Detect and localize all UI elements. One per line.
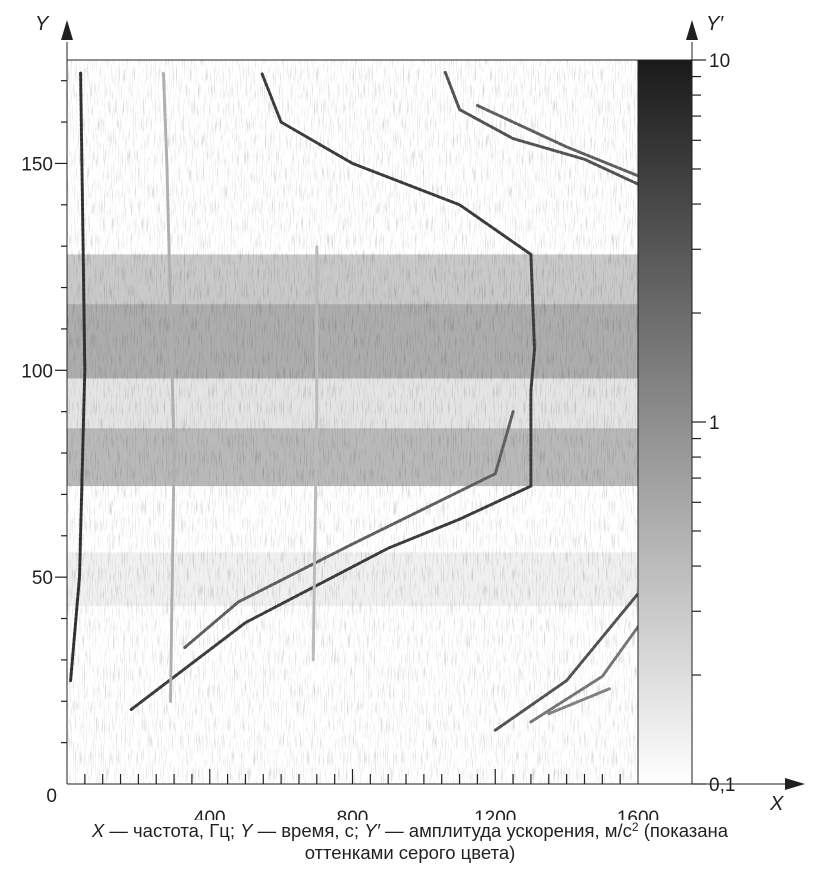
colorbar-tick-label: 0,1 <box>709 775 735 796</box>
colorbar-axis-arrow <box>686 20 698 40</box>
caption-x-text: — частота, Гц; <box>104 820 241 841</box>
caption-y-symbol: Y <box>240 820 253 841</box>
caption-y-text: — время, с; <box>252 820 365 841</box>
harmonic-curve-0 <box>129 70 537 711</box>
spectrogram-svg: 0 400 800 1200 1600 50 100 150 0,1 1 10 Y Y′ X <box>21 13 805 820</box>
colorbar-axis-name: Y′ <box>706 13 724 35</box>
x-tick-label: 800 <box>337 808 369 820</box>
spectrogram-chart: 0 400 800 1200 1600 50 100 150 0,1 1 10 Y Y′ X <box>21 13 805 820</box>
caption-line-2: оттенками серого цвета) <box>304 842 516 863</box>
harmonic-curve-2 <box>493 592 640 732</box>
harmonic-curve-8 <box>161 70 176 703</box>
y-tick-label: 150 <box>21 154 53 175</box>
x-axis-arrow <box>785 778 805 790</box>
colorbar <box>638 60 692 784</box>
colorbar-tick-label: 1 <box>709 413 720 434</box>
y-tick-label: 100 <box>21 361 53 382</box>
y-tick-label: 50 <box>32 568 53 589</box>
colorbar-tick-label: 10 <box>709 51 730 72</box>
y-axis-name: Y <box>35 13 50 35</box>
x-tick-label: 1200 <box>474 808 516 820</box>
harmonic-curve-9 <box>311 244 319 662</box>
harmonic-curve-7 <box>69 70 87 683</box>
caption-yprime-superscript: 2 <box>631 820 639 834</box>
caption-yprime-symbol: Y′ <box>364 820 380 841</box>
harmonic-curve-3 <box>529 625 640 724</box>
caption-yprime-text: — амплитуда ускорения, м/с <box>380 820 632 841</box>
caption-x-symbol: X <box>91 820 105 841</box>
harmonic-curve-1 <box>183 410 515 649</box>
caption-yprime-text-2: (показана <box>638 820 729 841</box>
harmonic-curve-4 <box>547 687 611 716</box>
harmonic-curve-6 <box>475 104 640 178</box>
x-axis-name: X <box>769 793 784 815</box>
y-axis-arrow <box>61 20 73 40</box>
figure-caption: X — частота, Гц; Y — время, с; Y′ — ампл… <box>20 820 800 864</box>
noise-overlay <box>67 60 638 784</box>
x-tick-label: 1600 <box>617 808 659 820</box>
x-tick-label: 400 <box>194 808 226 820</box>
x-tick-label: 0 <box>46 786 57 807</box>
harmonic-curve-5 <box>443 70 640 186</box>
